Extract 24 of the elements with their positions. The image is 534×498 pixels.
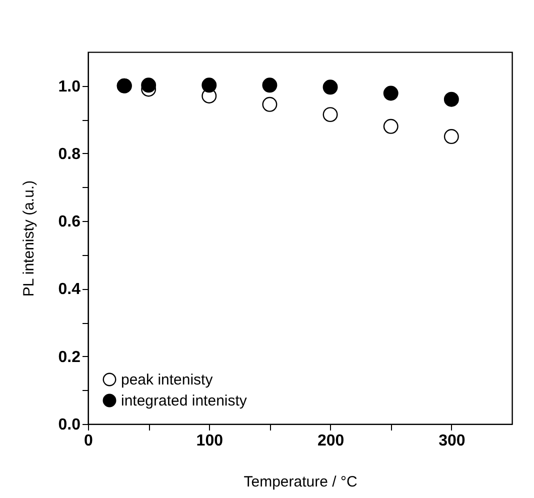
point [262, 78, 278, 93]
legend-label: peak intenisty [121, 372, 214, 388]
x-tick-label: 100 [196, 432, 224, 450]
legend-label: integrated intenisty [121, 392, 248, 410]
point [444, 92, 459, 107]
y-tick-label: 0.6 [58, 214, 81, 231]
y-axis-title: PL intenisty (a.u.) [20, 180, 38, 297]
point [141, 78, 156, 93]
y-tick-label: 0.0 [58, 416, 81, 434]
y-tick-label: 0.4 [58, 281, 81, 298]
point [444, 129, 459, 144]
point [383, 86, 398, 101]
y-tick-label: 1.0 [58, 78, 81, 96]
point [322, 80, 338, 95]
x-tick-label: 300 [438, 432, 466, 450]
x-tick-label: 200 [317, 432, 344, 450]
x-axis-title: Temperature / °C [244, 474, 358, 490]
point [322, 107, 338, 122]
point [202, 78, 217, 93]
point [383, 118, 398, 134]
x-tick-label: 0 [84, 432, 94, 450]
y-tick-label: 0.8 [58, 146, 81, 163]
y-tick-label: 0.2 [58, 348, 81, 366]
point [262, 96, 278, 112]
